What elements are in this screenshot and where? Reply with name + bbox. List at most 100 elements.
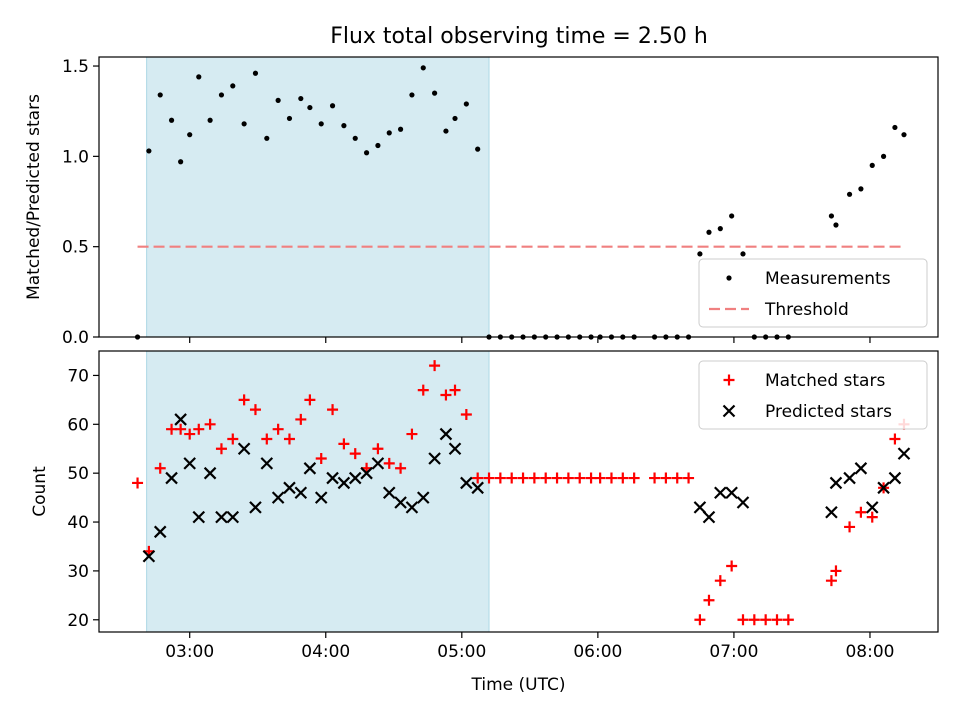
legend-label: Predicted stars: [765, 402, 892, 422]
data-point: [329, 103, 336, 109]
data-point: [326, 471, 339, 485]
data-point: [562, 472, 574, 484]
data-point: [327, 404, 339, 416]
series-matched-stars: [132, 360, 910, 626]
data-point: [295, 413, 307, 425]
data-point: [417, 384, 429, 396]
data-point: [703, 594, 715, 606]
data-point: [261, 433, 273, 445]
legend: Matched stars Predicted stars: [698, 360, 928, 430]
data-point: [271, 491, 285, 504]
flux-ratio-panel: 0.0 0.5 1.0 1.5 Matched/Predicted stars Measu…: [24, 56, 939, 348]
data-point: [260, 457, 274, 470]
data-point: [844, 521, 856, 533]
data-point: [275, 97, 281, 103]
data-point: [702, 510, 716, 524]
data-point: [448, 442, 462, 456]
data-point: [897, 447, 911, 460]
data-point: [628, 472, 640, 484]
data-point: [828, 213, 835, 219]
data-point: [272, 423, 284, 435]
data-point: [736, 496, 750, 509]
data-point: [314, 491, 328, 504]
data-point: [264, 135, 270, 141]
data-point: [889, 433, 901, 445]
highlight-span: [146, 56, 490, 338]
data-point: [714, 575, 726, 587]
data-point: [363, 150, 370, 156]
data-point: [218, 92, 225, 98]
data-point: [371, 457, 385, 470]
data-point: [372, 443, 384, 455]
data-point: [574, 472, 586, 484]
data-point: [341, 123, 347, 129]
data-point: [230, 83, 236, 89]
data-point: [440, 389, 452, 401]
x-tick-label: 05:00: [437, 642, 486, 662]
data-point: [428, 452, 441, 465]
data-point: [394, 496, 407, 509]
series-predicted-stars: [142, 413, 911, 563]
legend-label: Matched stars: [765, 371, 885, 391]
data-point: [249, 501, 262, 514]
y-tick-label: 0.0: [62, 328, 89, 348]
data-point: [386, 130, 392, 136]
data-point: [740, 251, 746, 257]
x-tick-label: 06:00: [573, 642, 622, 662]
data-point: [472, 472, 484, 484]
data-point: [825, 575, 837, 587]
data-point: [178, 159, 184, 165]
data-point: [294, 486, 308, 499]
data-point: [483, 472, 495, 484]
y-tick-label: 40: [67, 513, 89, 533]
data-point: [375, 142, 381, 149]
data-point: [748, 614, 760, 626]
data-point: [193, 423, 205, 435]
data-point: [215, 443, 227, 455]
data-point: [671, 472, 683, 484]
data-point: [215, 510, 228, 524]
data-point: [154, 462, 166, 474]
x-axis-label: Time (UTC): [471, 675, 566, 695]
legend-marker: [726, 275, 732, 281]
data-point: [452, 115, 458, 122]
x-tick-label: 04:00: [301, 642, 350, 662]
data-point: [737, 614, 749, 626]
data-point: [187, 132, 193, 138]
data-point: [207, 117, 213, 123]
data-point: [432, 90, 438, 96]
data-point: [717, 226, 723, 232]
y-tick-label: 60: [67, 415, 89, 435]
data-point: [854, 462, 868, 475]
y-axis-label: Count: [30, 466, 50, 517]
legend-box: [698, 360, 928, 430]
data-point: [184, 428, 196, 440]
x-tick-label: 03:00: [165, 642, 214, 662]
data-point: [349, 448, 361, 460]
legend-label: Measurements: [765, 269, 891, 289]
data-point: [174, 413, 187, 426]
data-point: [153, 525, 167, 539]
data-point: [383, 457, 395, 469]
x-tick-label: 07:00: [709, 642, 758, 662]
data-point: [303, 462, 317, 475]
data-point: [830, 565, 842, 577]
data-point: [693, 501, 707, 514]
y-tick-label: 30: [67, 562, 89, 582]
y-tick-label: 1.5: [62, 57, 89, 77]
data-point: [420, 65, 426, 71]
data-point: [348, 471, 362, 485]
data-point: [226, 510, 240, 524]
legend-marker: [722, 404, 736, 418]
data-point: [307, 104, 313, 111]
data-point: [617, 472, 629, 484]
data-point: [865, 501, 879, 514]
y-tick-label: 20: [67, 611, 89, 631]
data-point: [694, 614, 706, 626]
data-point: [605, 472, 617, 484]
data-point: [337, 476, 351, 490]
data-point: [443, 128, 449, 134]
data-point: [829, 476, 843, 490]
data-point: [429, 360, 441, 372]
